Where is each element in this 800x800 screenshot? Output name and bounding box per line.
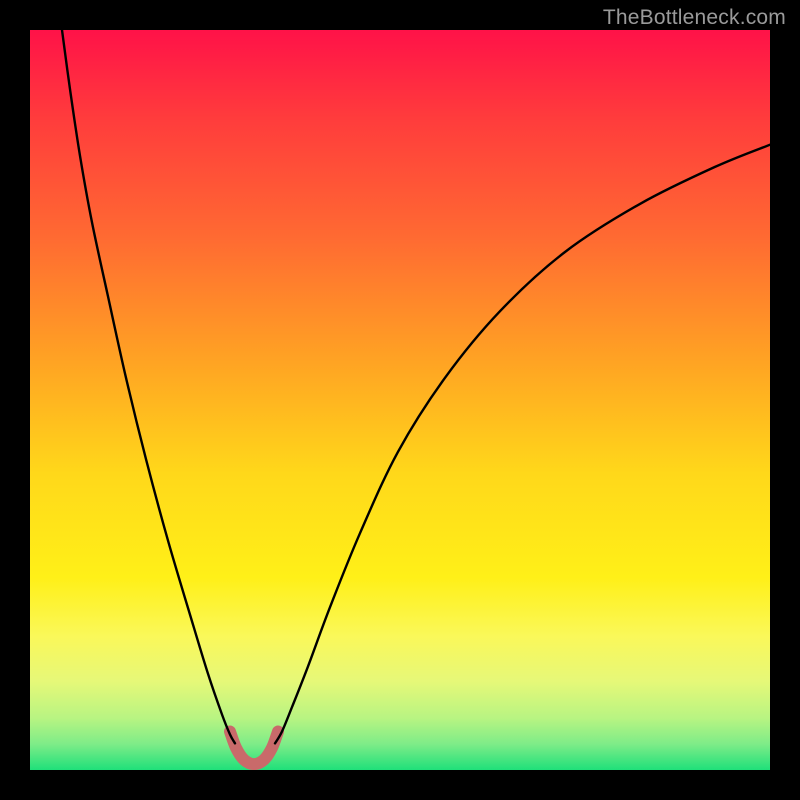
chart-frame: TheBottleneck.com [0, 0, 800, 800]
trough-highlight [230, 732, 278, 765]
curve-right [275, 145, 770, 744]
watermark-text: TheBottleneck.com [603, 6, 786, 30]
curve-layer [30, 30, 770, 770]
curve-left [62, 30, 235, 743]
plot-area [30, 30, 770, 770]
